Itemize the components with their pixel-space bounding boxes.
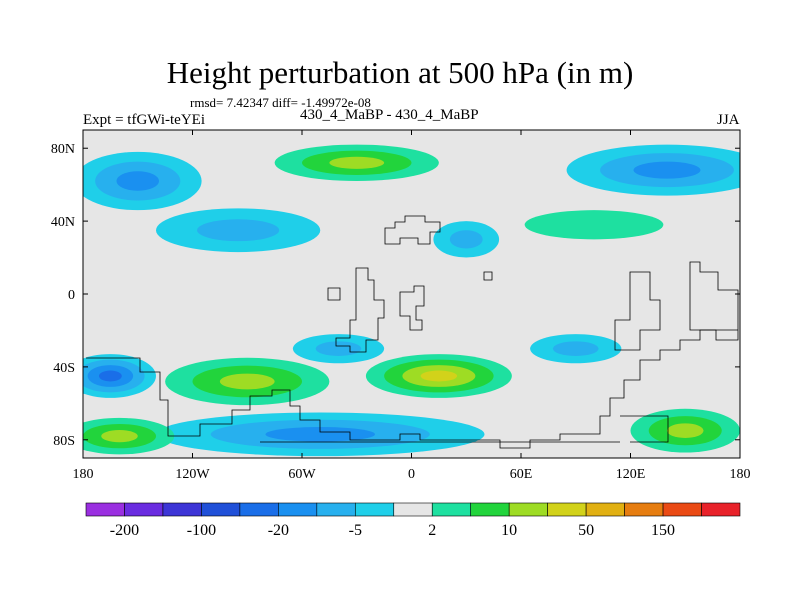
axes-layer: 180 120W 60W 0 60E 120E 180 80N 40N 0 40S 80S: [51, 130, 751, 482]
colorbar-label: 2: [428, 522, 436, 539]
colorbar-swatch: [624, 502, 664, 517]
contour-band: [197, 219, 280, 242]
colorbar-label: -200: [110, 522, 139, 539]
x-tick-label: 0: [408, 467, 415, 482]
ice-shelf-outline: [620, 415, 669, 443]
x-tick-label: 120W: [175, 467, 210, 482]
colorbar-swatch: [354, 502, 395, 517]
europe-coastline: [384, 215, 441, 245]
contour-band: [98, 370, 122, 382]
antarctic-coastline: [86, 329, 738, 449]
asia-coastline: [614, 271, 661, 351]
colorbar-label: 10: [501, 522, 517, 539]
colorbar-label: -100: [187, 522, 216, 539]
colorbar-swatch: [85, 502, 125, 517]
island-outline: [327, 287, 341, 301]
island-outline: [483, 271, 493, 281]
contour-band: [265, 427, 375, 442]
colorbar-swatch: [585, 502, 625, 517]
y-tick-label: 0: [68, 288, 75, 303]
contour-band: [101, 430, 138, 443]
africa-coastline: [399, 285, 425, 331]
contour-band: [449, 230, 483, 249]
colorbar-swatch: [393, 502, 433, 517]
colorbar-swatch: [701, 502, 741, 517]
y-tick-label: 80S: [53, 434, 75, 449]
contour-band: [219, 373, 275, 390]
page-title: Height perturbation at 500 hPa (in m): [166, 55, 634, 90]
y-tick-label: 40S: [53, 361, 75, 376]
rmsd-stats: rmsd= 7.42347 diff= -1.49972e-08: [190, 95, 371, 110]
contour-band: [315, 341, 362, 356]
colorbar-label: -20: [268, 522, 289, 539]
contour-band: [420, 370, 458, 382]
x-tick-label: 60W: [288, 467, 316, 482]
colorbar-label: 150: [651, 522, 675, 539]
contour-band: [667, 423, 704, 438]
colorbar-swatch: [316, 502, 356, 517]
colorbar-swatch: [431, 502, 472, 517]
contour-band: [633, 161, 701, 179]
x-tick-label: 180: [730, 467, 751, 482]
y-tick-label: 80N: [51, 142, 75, 157]
colorbar-swatch: [124, 502, 164, 517]
colorbar-swatch: [470, 502, 510, 517]
x-tick-label: 180: [73, 467, 94, 482]
contour-band: [116, 171, 160, 191]
colorbar-label: -5: [349, 522, 362, 539]
colorbar-swatch: [662, 502, 702, 517]
coastline-layer: [86, 215, 739, 449]
colorbar-label: 50: [578, 522, 594, 539]
y-tick-label: 40N: [51, 215, 75, 230]
colorbar-swatch: [162, 502, 202, 517]
colorbar: -200 -100 -20 -5 2 10 50 150: [85, 502, 741, 539]
experiment-label: Expt = tfGWi-teYEi: [83, 112, 205, 128]
south-america-coastline: [335, 267, 385, 353]
colorbar-swatch: [547, 502, 587, 517]
colorbar-swatch: [508, 502, 548, 517]
x-tick-label: 60E: [510, 467, 533, 482]
contour-band: [329, 156, 385, 169]
contour-band: [524, 210, 664, 240]
x-tick-label: 120E: [616, 467, 646, 482]
colorbar-swatch: [278, 502, 318, 517]
contour-fill-layer: [83, 144, 740, 457]
colorbar-swatch: [239, 502, 279, 517]
comparison-label: 430_4_MaBP - 430_4_MaBP: [300, 107, 479, 123]
season-label: JJA: [717, 112, 740, 128]
colorbar-swatch: [201, 502, 241, 517]
contour-band: [552, 341, 599, 356]
